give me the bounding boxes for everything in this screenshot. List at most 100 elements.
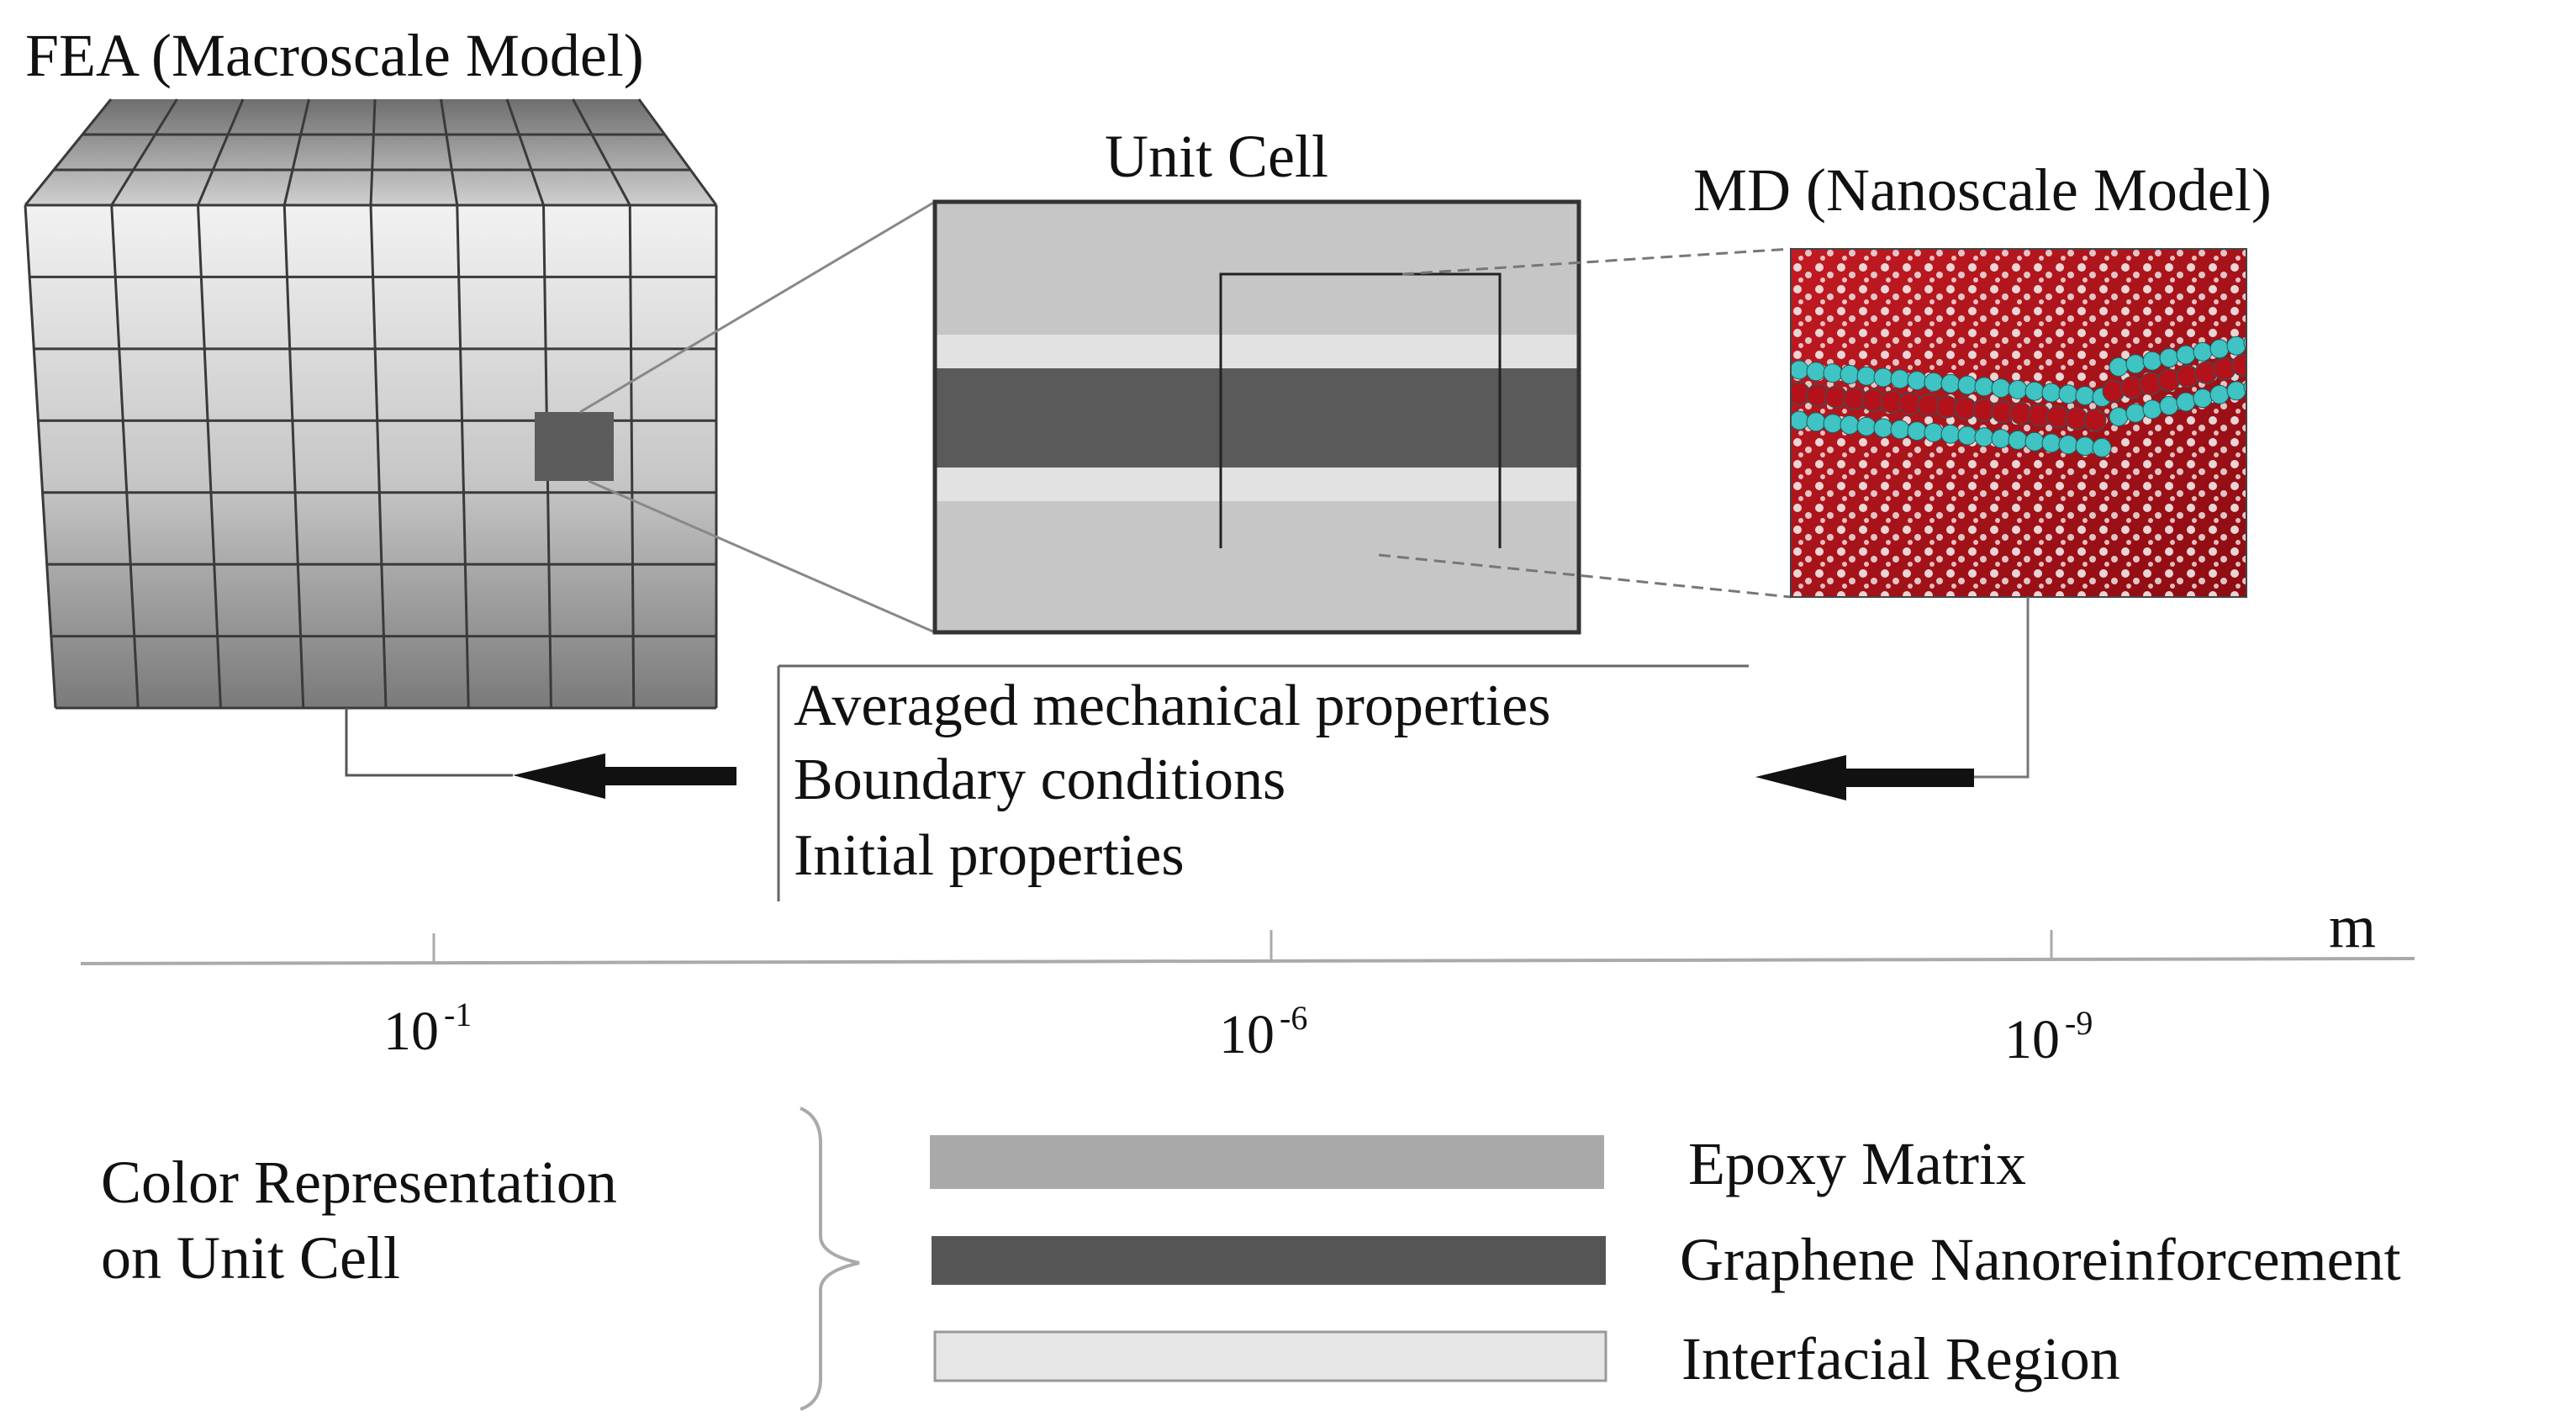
zoom-line-top: [579, 200, 936, 414]
md-atom: [2159, 348, 2179, 368]
legend-label-graphene: Graphene Nanoreinforcement: [1680, 1226, 2401, 1293]
md-atom: [2193, 388, 2213, 409]
md-atom: [2109, 357, 2129, 377]
md-atom: [2041, 383, 2061, 403]
md-atom: [2226, 336, 2246, 356]
md-atom: [1974, 427, 1994, 447]
md-atom: [2142, 351, 2162, 371]
md-atom: [2008, 379, 2028, 399]
md-atom: [2194, 361, 2218, 384]
md-atom: [2226, 381, 2246, 401]
legend-title-line1: Color Representation: [101, 1149, 617, 1216]
legend-label-interface: Interfacial Region: [1681, 1325, 2120, 1392]
md-zoom-line-bottom: [1378, 553, 1792, 599]
legend-swatch-interface: [933, 1330, 1607, 1382]
md-nanoscale-model: [1791, 249, 2272, 597]
unit-cell-border: [932, 199, 1581, 635]
md-atom: [1823, 363, 1843, 383]
md-title: MD (Nanoscale Model): [1693, 156, 2272, 224]
md-atom: [2058, 384, 2078, 404]
md-atom: [2041, 433, 2061, 453]
fea-feedback-line: [345, 708, 513, 777]
md-atom: [1806, 362, 1826, 382]
md-atom: [1991, 429, 2011, 449]
cube-mesh-grid: [24, 98, 718, 710]
zoom-line-bottom: [588, 479, 936, 634]
md-atom: [2157, 368, 2181, 392]
md-atom: [2209, 339, 2230, 359]
property-bracket: [777, 664, 1749, 901]
md-atom: [1823, 414, 1843, 434]
md-atom: [1791, 410, 1809, 431]
md-atom: [1890, 420, 1910, 440]
md-atom: [1806, 412, 1826, 432]
selected-element: [535, 412, 614, 481]
md-atom: [2120, 376, 2144, 399]
md-atom: [2058, 435, 2078, 455]
md-frame: [1790, 248, 2247, 598]
md-atom: [2125, 403, 2146, 423]
md-atom: [2102, 379, 2125, 403]
property-initial: Initial properties: [794, 823, 1185, 888]
scale-axis-line: [80, 957, 2415, 965]
md-atom: [1873, 367, 1893, 388]
scale-label-2: 10 -6: [1219, 999, 1307, 1065]
md-atom: [1991, 378, 2011, 399]
unit-cell-interface-bottom: [937, 468, 1577, 501]
md-atom: [2109, 407, 2129, 427]
md-atom: [2024, 431, 2045, 452]
md-atom: [2159, 395, 2179, 415]
md-atom: [1940, 424, 1961, 444]
unit-cell: [932, 199, 1581, 635]
md-region-box: [1219, 272, 1502, 548]
md-atom: [2176, 392, 2196, 412]
scale-unit: m: [2329, 893, 2376, 960]
left-arrow-icon: [513, 753, 736, 799]
scale-label-1: 10 -1: [383, 996, 472, 1062]
md-atom: [1907, 371, 1927, 391]
md-atom: [1791, 360, 1809, 380]
cube-front-face: [25, 205, 716, 708]
md-atom: [1924, 372, 1944, 392]
md-atom: [2142, 399, 2162, 420]
unit-cell-graphene: [937, 368, 1577, 468]
md-atom: [2251, 351, 2272, 372]
legend-swatch-graphene: [932, 1236, 1606, 1285]
legend-title-line2: on Unit Cell: [101, 1224, 400, 1292]
property-averaged: Averaged mechanical properties: [794, 674, 1550, 738]
md-atom: [1856, 416, 1877, 436]
md-atom: [2125, 354, 2146, 374]
md-atom: [2075, 386, 2095, 406]
md-atom: [1957, 425, 1977, 446]
fea-title: FEA (Macroscale Model): [25, 22, 644, 89]
md-atom: [1840, 364, 1860, 384]
fea-cube: [24, 98, 718, 710]
md-atom: [2231, 353, 2246, 377]
md-atom: [1840, 415, 1860, 435]
md-graphene-chains: [1791, 336, 2272, 457]
md-atom: [2176, 345, 2196, 365]
md-atom: [1974, 377, 1994, 397]
md-zoom-line-top: [1401, 247, 1792, 276]
md-atom: [1940, 373, 1961, 394]
md-atom: [2083, 409, 2107, 432]
md-atom: [1907, 421, 1927, 441]
md-atom: [1873, 418, 1893, 438]
legend-label-epoxy: Epoxy Matrix: [1688, 1130, 2026, 1197]
md-atom: [2209, 384, 2230, 404]
md-atom: [2008, 430, 2028, 450]
property-boundary: Boundary conditions: [794, 748, 1285, 812]
md-atom: [2213, 357, 2236, 381]
md-atom: [2139, 372, 2162, 395]
md-atom: [1890, 369, 1910, 389]
scale-label-3: 10 -9: [2004, 1004, 2093, 1070]
md-atom: [1856, 366, 1877, 386]
md-atom: [2092, 437, 2112, 457]
md-atom: [1957, 375, 1977, 395]
legend-brace: [800, 1107, 860, 1411]
unit-cell-title: Unit Cell: [1105, 123, 1328, 190]
md-atom: [2075, 436, 2095, 457]
md-feedback-line: [1974, 597, 2030, 779]
right-arrow-icon: [1755, 755, 1974, 800]
